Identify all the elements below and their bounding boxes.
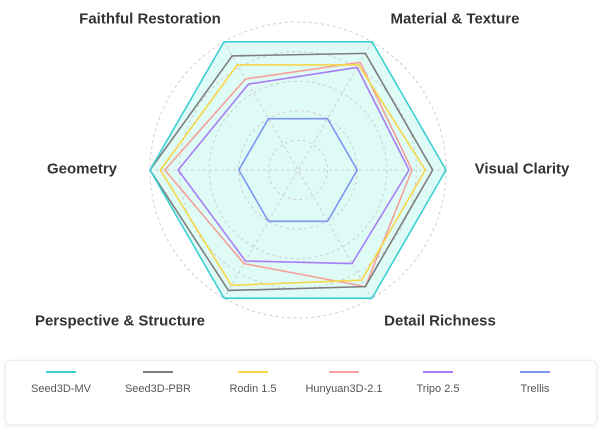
legend-swatch <box>520 371 550 373</box>
legend-swatch <box>423 371 453 373</box>
series-line-Seed3D-MV <box>149 41 447 299</box>
axis-label-detail-richness: Detail Richness <box>384 312 496 330</box>
legend-swatch <box>238 371 268 373</box>
axis-label-geometry: Geometry <box>46 160 118 178</box>
axis-label-perspective-structure: Perspective & Structure <box>34 312 206 330</box>
legend-item-seed3d-pbr[interactable]: Seed3D-PBR <box>108 371 208 395</box>
radar-chart <box>149 21 447 319</box>
grid-ring <box>267 139 329 201</box>
legend: Seed3D-MV Seed3D-PBR Rodin 1.5 Hunyuan3D… <box>5 360 597 425</box>
axis-label-visual-clarity: Visual Clarity <box>474 160 570 178</box>
legend-label: Tripo 2.5 <box>416 383 460 395</box>
legend-swatch <box>329 371 359 373</box>
legend-label: Seed3D-MV <box>31 383 91 395</box>
legend-label: Hunyuan3D-2.1 <box>305 383 383 395</box>
legend-item-rodin[interactable]: Rodin 1.5 <box>203 371 303 395</box>
series-line-Rodin 1.5 <box>159 64 427 287</box>
legend-label: Rodin 1.5 <box>229 383 277 395</box>
legend-label: Trellis <box>520 383 550 395</box>
legend-label: Seed3D-PBR <box>124 383 192 395</box>
series-line-Trellis <box>238 117 359 223</box>
legend-swatch <box>143 371 173 373</box>
legend-item-hunyuan3d[interactable]: Hunyuan3D-2.1 <box>294 371 394 395</box>
grid-spoke <box>223 41 373 299</box>
axis-label-material-texture: Material & Texture <box>390 10 520 28</box>
axis-label-faithful-restoration: Faithful Restoration <box>79 10 221 28</box>
legend-item-tripo[interactable]: Tripo 2.5 <box>388 371 488 395</box>
legend-item-seed3d-mv[interactable]: Seed3D-MV <box>11 371 111 395</box>
legend-swatch <box>46 371 76 373</box>
series-line-Tripo 2.5 <box>177 66 410 265</box>
legend-item-trellis[interactable]: Trellis <box>485 371 585 395</box>
series-fill-Seed3D-MV <box>150 41 446 299</box>
grid-ring <box>179 51 417 289</box>
